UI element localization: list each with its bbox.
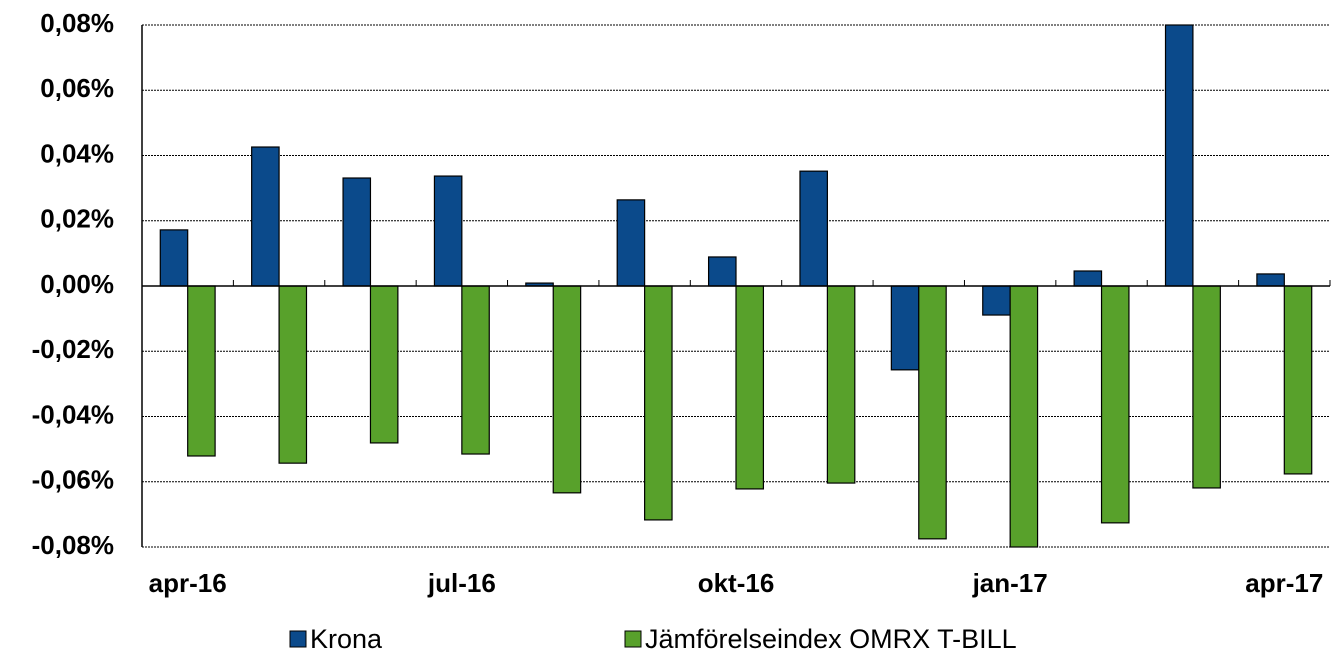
bar <box>1100 285 1130 524</box>
bar <box>918 285 947 540</box>
bar <box>826 285 856 484</box>
y-tick-label: -0,04% <box>32 399 114 429</box>
y-tick-label: -0,08% <box>32 530 114 560</box>
legend-swatch <box>624 630 642 648</box>
bar <box>278 285 308 464</box>
bar <box>159 229 189 287</box>
x-tick-label: jan-17 <box>972 568 1048 598</box>
bar <box>1073 270 1103 287</box>
legend-label: Jämförelseindex OMRX T-BILL <box>645 624 1017 654</box>
bar <box>1009 285 1039 548</box>
y-tick-label: 0,08% <box>40 8 114 38</box>
y-tick-label: -0,02% <box>32 334 114 364</box>
bar <box>890 285 920 371</box>
bar <box>616 199 646 287</box>
bar <box>707 256 737 287</box>
y-tick-label: -0,06% <box>32 465 114 495</box>
bar <box>251 146 280 287</box>
bar <box>644 285 673 521</box>
x-tick-label: apr-16 <box>149 568 227 598</box>
bar <box>369 285 399 444</box>
x-tick-label: jul-16 <box>427 568 496 598</box>
x-tick-label: okt-16 <box>698 568 775 598</box>
y-tick-label: 0,00% <box>40 269 114 299</box>
bar <box>342 177 372 287</box>
bar <box>982 285 1011 316</box>
bar <box>735 285 765 490</box>
legend-label: Krona <box>310 624 383 654</box>
legend-swatch <box>289 630 307 648</box>
x-tick-label: apr-17 <box>1245 568 1323 598</box>
bar <box>1192 285 1221 489</box>
bar <box>799 170 828 287</box>
bar <box>1283 285 1313 475</box>
bar <box>187 285 216 457</box>
y-tick-label: 0,04% <box>40 138 114 168</box>
bar <box>1256 273 1285 287</box>
bar <box>461 285 490 455</box>
bar <box>1164 24 1194 287</box>
bar <box>433 175 463 287</box>
bar <box>552 285 582 494</box>
y-tick-label: 0,02% <box>40 204 114 234</box>
y-tick-label: 0,06% <box>40 73 114 103</box>
